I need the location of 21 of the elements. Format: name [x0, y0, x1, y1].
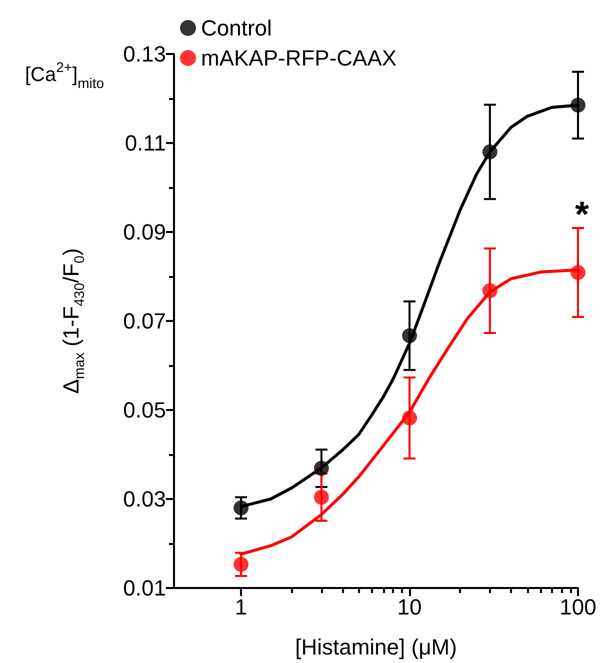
y-tick-label: 0.05: [123, 398, 166, 422]
y-axis-title: Δmax (1-F430/F0): [58, 248, 87, 394]
y-tick-label: 0.11: [124, 130, 166, 156]
x-axis-title: [Histamine] (μM): [295, 634, 457, 660]
point: [402, 328, 418, 344]
y-tick-label: 0.09: [123, 220, 166, 244]
x-tick-label: 1: [234, 594, 248, 620]
y-tick-label: 0.01: [123, 576, 166, 600]
x-tick-label: 10: [397, 594, 422, 620]
legend-label: mAKAP-RFP-CAAX: [201, 46, 397, 70]
point: [402, 410, 418, 426]
y-tick-label: 0.07: [123, 308, 166, 334]
point: [570, 265, 586, 280]
point: [570, 98, 586, 113]
y-tick-label: 0.03: [123, 486, 166, 512]
point: [234, 500, 249, 516]
x-tick-label: 100: [560, 594, 596, 620]
point: [234, 556, 249, 572]
legend-label: Control: [201, 16, 272, 40]
annotation: *: [574, 194, 590, 234]
y-tick-label: 0.13: [123, 42, 166, 66]
